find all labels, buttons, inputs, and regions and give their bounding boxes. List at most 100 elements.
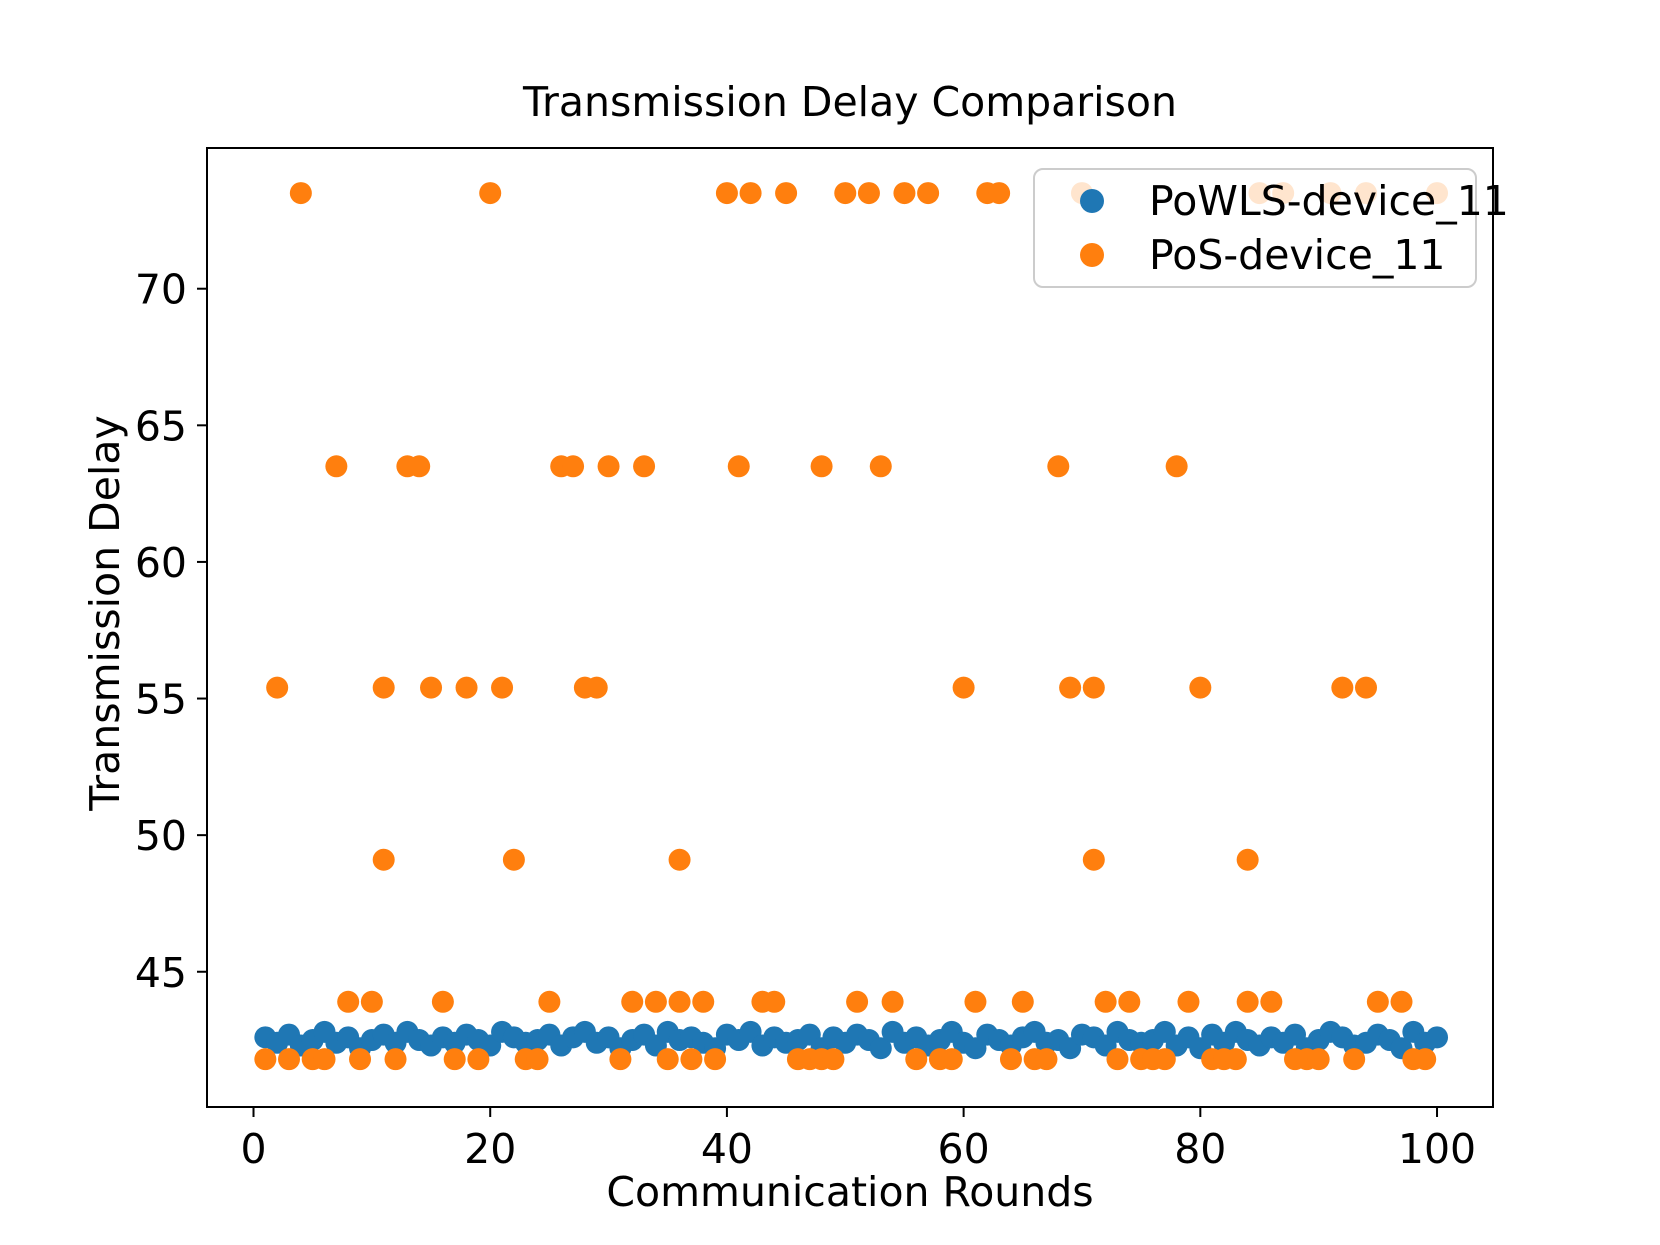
pos-point <box>384 1048 407 1071</box>
y-tick-label: 45 <box>135 949 187 997</box>
pos-point <box>372 848 395 871</box>
legend: PoWLS-device_11 PoS-device_11 <box>1033 168 1509 288</box>
pos-point <box>420 676 443 699</box>
pos-point <box>940 1048 963 1071</box>
legend-label-pos: PoS-device_11 <box>1149 231 1446 279</box>
y-tick-label: 55 <box>135 676 187 724</box>
pos-point <box>1343 1048 1366 1071</box>
pos-point <box>479 182 502 205</box>
pos-point <box>467 1048 490 1071</box>
pos-point <box>372 676 395 699</box>
pos-point <box>1390 990 1413 1013</box>
pos-point <box>431 990 454 1013</box>
pos-point <box>1059 676 1082 699</box>
pos-point <box>325 455 348 478</box>
y-tick-label: 50 <box>135 812 187 860</box>
pos-point <box>1106 1048 1129 1071</box>
y-tick-label: 60 <box>135 539 187 587</box>
y-tick-label: 65 <box>135 402 187 450</box>
pos-point <box>822 1048 845 1071</box>
pos-point <box>360 990 383 1013</box>
pos-point <box>313 1048 336 1071</box>
pos-point <box>881 990 904 1013</box>
x-tick-label: 40 <box>701 1125 753 1173</box>
legend-marker-powls-icon <box>1080 189 1104 213</box>
pos-point <box>621 990 644 1013</box>
pos-point <box>644 990 667 1013</box>
pos-point <box>502 848 525 871</box>
pos-point <box>289 182 312 205</box>
pos-point <box>952 676 975 699</box>
pos-point <box>739 182 762 205</box>
pos-point <box>680 1048 703 1071</box>
pos-point <box>775 182 798 205</box>
x-tick-label: 80 <box>1174 1125 1226 1173</box>
chart-title: Transmission Delay Comparison <box>523 78 1177 126</box>
pos-point <box>1082 848 1105 871</box>
pos-point <box>1366 990 1389 1013</box>
pos-point <box>266 676 289 699</box>
pos-point <box>337 990 360 1013</box>
pos-point <box>715 182 738 205</box>
pos-point <box>349 1048 372 1071</box>
pos-point <box>1118 990 1141 1013</box>
pos-point <box>999 1048 1022 1071</box>
x-tick-label: 0 <box>240 1125 266 1173</box>
pos-point <box>893 182 916 205</box>
x-axis-label: Communication Rounds <box>606 1168 1094 1216</box>
pos-point <box>609 1048 632 1071</box>
pos-point <box>1260 990 1283 1013</box>
pos-point <box>491 676 514 699</box>
pos-point <box>1165 455 1188 478</box>
pos-point <box>905 1048 928 1071</box>
x-tick-label: 60 <box>938 1125 990 1173</box>
pos-point <box>1047 455 1070 478</box>
pos-point <box>1414 1048 1437 1071</box>
pos-point <box>988 182 1011 205</box>
legend-label-powls: PoWLS-device_11 <box>1149 177 1509 225</box>
pos-point <box>668 990 691 1013</box>
powls-point <box>1426 1026 1449 1049</box>
legend-marker-pos-icon <box>1080 243 1104 267</box>
pos-point <box>1153 1048 1176 1071</box>
y-tick-label: 70 <box>135 266 187 314</box>
pos-point <box>1224 1048 1247 1071</box>
pos-point <box>1307 1048 1330 1071</box>
pos-point <box>562 455 585 478</box>
pos-point <box>1236 990 1259 1013</box>
pos-point <box>254 1048 277 1071</box>
pos-point <box>585 676 608 699</box>
pos-point <box>597 455 620 478</box>
pos-point <box>1035 1048 1058 1071</box>
pos-point <box>810 455 833 478</box>
pos-point <box>1189 676 1212 699</box>
pos-point <box>408 455 431 478</box>
pos-point <box>1082 676 1105 699</box>
pos-point <box>1177 990 1200 1013</box>
x-tick-label: 100 <box>1398 1125 1476 1173</box>
pos-point <box>443 1048 466 1071</box>
axes-spines <box>206 147 1494 1108</box>
pos-point <box>1331 676 1354 699</box>
pos-point <box>1236 848 1259 871</box>
pos-point <box>917 182 940 205</box>
x-tick-label: 20 <box>464 1125 516 1173</box>
pos-point <box>1094 990 1117 1013</box>
pos-point <box>846 990 869 1013</box>
powls-point <box>869 1037 892 1060</box>
pos-point <box>526 1048 549 1071</box>
pos-point <box>834 182 857 205</box>
pos-point <box>278 1048 301 1071</box>
pos-point <box>857 182 880 205</box>
pos-point <box>538 990 561 1013</box>
pos-point <box>704 1048 727 1071</box>
pos-point <box>633 455 656 478</box>
pos-point <box>668 848 691 871</box>
legend-item-pos: PoS-device_11 <box>1035 232 1475 278</box>
pos-point <box>656 1048 679 1071</box>
pos-point <box>1011 990 1034 1013</box>
pos-point <box>869 455 892 478</box>
y-axis-label: Transmission Delay <box>81 415 129 811</box>
